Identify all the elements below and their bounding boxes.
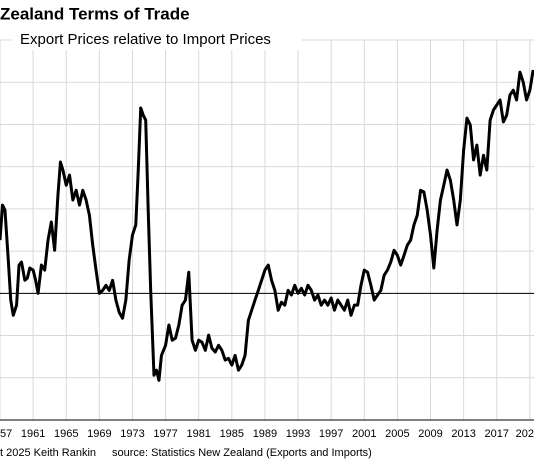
x-tick-label: 1961 [21, 428, 45, 440]
x-tick-label: 2013 [451, 428, 475, 440]
x-tick-label: 57 [0, 428, 12, 440]
x-tick-label: 2017 [485, 428, 509, 440]
x-tick-label: 1973 [120, 428, 144, 440]
x-tick-label: 1993 [286, 428, 310, 440]
x-tick-label: 1965 [54, 428, 78, 440]
chart-title: Zealand Terms of Trade [0, 4, 190, 23]
x-tick-label: 1997 [319, 428, 343, 440]
x-tick-label: 2009 [418, 428, 442, 440]
x-tick-label: 1981 [186, 428, 210, 440]
x-tick-label: 2005 [385, 428, 409, 440]
x-tick-label: 1977 [153, 428, 177, 440]
subtitle-box [12, 28, 302, 50]
x-tick-label: 1969 [87, 428, 111, 440]
chart-subtitle: Export Prices relative to Import Prices [20, 31, 271, 48]
series-line [0, 69, 534, 382]
credit: t 2025 Keith Rankin [0, 447, 96, 459]
x-tick-label: 1985 [220, 428, 244, 440]
x-tick-label: 1989 [253, 428, 277, 440]
x-tick-label: 202 [516, 428, 534, 440]
x-tick-label: 2001 [352, 428, 376, 440]
source: source: Statistics New Zealand (Exports … [112, 447, 372, 459]
